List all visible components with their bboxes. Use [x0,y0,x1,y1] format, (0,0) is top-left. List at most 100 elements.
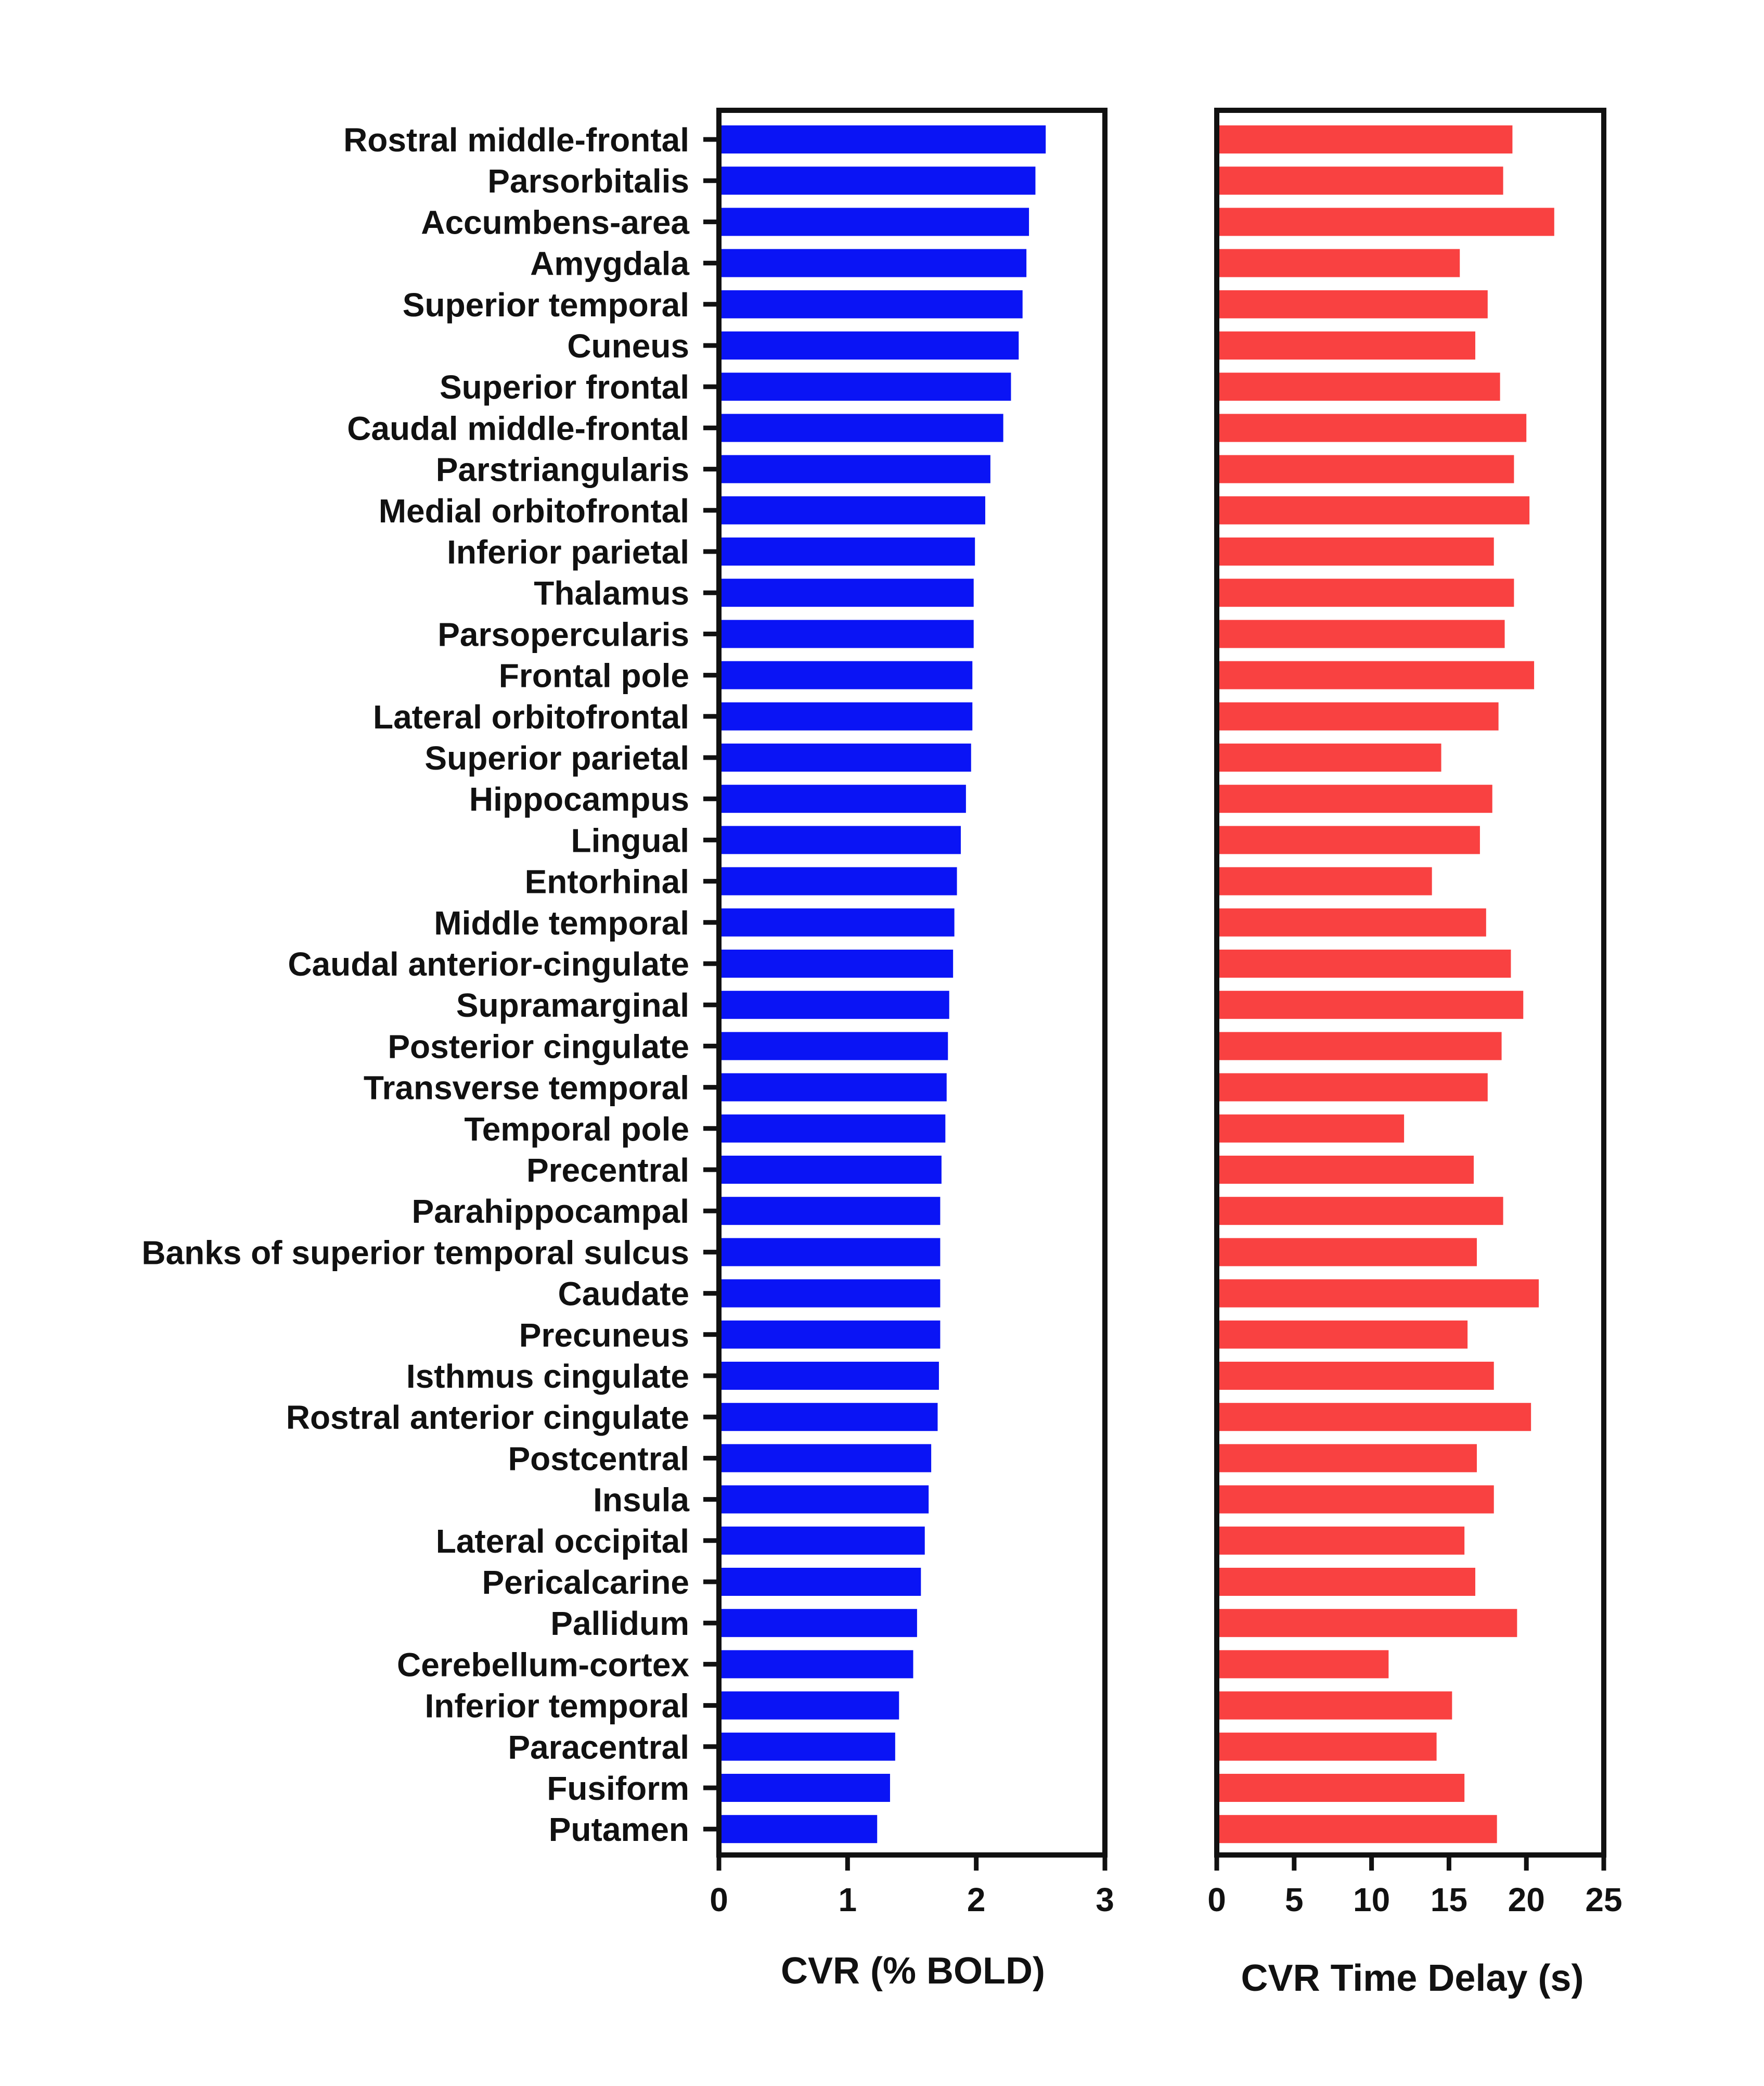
cvr-time-delay-bar-21 [1217,991,1524,1019]
category-label-20: Caudal anterior-cingulate [288,945,689,983]
category-label-10: Inferior parietal [447,533,689,571]
cvr-time-delay-bar-3 [1217,249,1460,277]
category-label-9: Medial orbitofrontal [379,492,689,530]
category-label-2: Accumbens-area [421,203,689,241]
category-label-22: Posterior cingulate [388,1028,689,1065]
category-label-28: Caudate [558,1275,690,1313]
cvr-time-delay-bar-19 [1217,908,1486,937]
cvr-bold-bar-35 [719,1568,921,1596]
cvr-bold-bar-33 [719,1485,929,1514]
cvr-time-delay-bar-22 [1217,1032,1502,1060]
cvr-bold-x-tick-label-3: 3 [1096,1881,1114,1918]
category-label-17: Lingual [571,822,689,859]
cvr-bold-x-tick-label-2: 2 [967,1881,986,1918]
cvr-bold-bar-41 [719,1815,878,1844]
cvr-bold-bar-1 [719,167,1036,195]
category-label-34: Lateral occipital [436,1522,689,1560]
cvr-bold-bar-17 [719,826,961,854]
cvr-time-delay-bar-17 [1217,826,1480,854]
cvr-time-delay-bar-33 [1217,1485,1494,1514]
cvr-time-delay-bar-31 [1217,1403,1531,1431]
cvr-time-delay-bar-24 [1217,1114,1405,1143]
cvr-time-delay-x-tick-label-3: 15 [1431,1881,1467,1918]
cvr-bold-bar-30 [719,1362,939,1390]
category-label-27: Banks of superior temporal sulcus [141,1234,689,1271]
cvr-time-delay-bar-38 [1217,1691,1452,1720]
cvr-bold-bar-3 [719,249,1027,277]
category-label-30: Isthmus cingulate [406,1358,689,1395]
category-label-7: Caudal middle-frontal [347,409,689,447]
cvr-time-delay-bar-32 [1217,1444,1477,1473]
cvr-bold-panel: 0 1 2 3 [703,108,1114,1918]
cvr-bold-bar-19 [719,908,955,937]
cvr-bold-x-tick-label-0: 0 [710,1881,728,1918]
category-label-25: Precentral [526,1151,689,1189]
cvr-bold-bar-12 [719,620,974,648]
cvr-time-delay-bar-40 [1217,1774,1465,1802]
cvr-time-delay-x-tick-label-5: 25 [1585,1881,1622,1918]
category-label-3: Amygdala [530,245,689,283]
category-label-0: Rostral middle-frontal [343,121,689,159]
category-label-5: Cuneus [567,327,689,365]
cvr-bold-bar-16 [719,785,966,813]
category-label-37: Cerebellum-cortex [397,1646,689,1683]
category-label-32: Postcentral [508,1440,689,1477]
category-label-13: Frontal pole [499,657,689,695]
category-label-1: Parsorbitalis [487,162,689,200]
category-label-24: Temporal pole [464,1110,689,1148]
category-label-6: Superior frontal [440,368,689,406]
cvr-time-delay-bar-28 [1217,1279,1539,1308]
cvr-time-delay-bar-4 [1217,290,1488,318]
cvr-bold-bar-8 [719,455,990,483]
cvr-bold-bar-39 [719,1732,895,1761]
category-label-26: Parahippocampal [412,1193,690,1230]
category-label-40: Fusiform [547,1770,689,1807]
cvr-time-delay-bar-25 [1217,1156,1474,1184]
cvr-bold-bar-11 [719,579,974,607]
cvr-bold-bar-7 [719,414,1003,442]
cvr-time-delay-bar-35 [1217,1568,1475,1596]
cvr-bold-bar-14 [719,702,973,731]
category-label-33: Insula [593,1481,689,1519]
cvr-time-delay-bar-30 [1217,1362,1494,1390]
cvr-time-delay-bar-11 [1217,579,1514,607]
cvr-time-delay-bar-5 [1217,331,1475,360]
category-label-16: Hippocampus [469,780,689,818]
cvr-time-delay-bar-6 [1217,373,1500,401]
cvr-bold-bar-5 [719,331,1019,360]
cvr-time-delay-bar-16 [1217,785,1492,813]
cvr-bold-x-tick-label-1: 1 [839,1881,857,1918]
cvr-bold-bar-32 [719,1444,932,1473]
category-label-35: Pericalcarine [482,1564,690,1601]
cvr-time-delay-bar-9 [1217,496,1530,524]
category-label-29: Precuneus [519,1316,689,1354]
category-label-4: Superior temporal [403,286,689,324]
cvr-bold-bar-37 [719,1650,913,1679]
category-label-12: Parsopercularis [437,616,689,653]
cvr-bold-bar-25 [719,1156,942,1184]
cvr-time-delay-bar-18 [1217,867,1432,895]
category-label-21: Supramarginal [456,987,689,1024]
cvr-time-delay-x-tick-label-4: 20 [1508,1881,1545,1918]
cvr-bold-bar-15 [719,744,971,772]
cvr-bold-bar-13 [719,661,973,689]
category-label-31: Rostral anterior cingulate [286,1399,689,1436]
cvr-bold-bar-27 [719,1238,941,1266]
cvr-bold-bar-36 [719,1609,917,1637]
cvr-bold-bar-0 [719,125,1046,153]
cvr-time-delay-bar-10 [1217,538,1494,566]
cvr-time-delay-x-tick-label-2: 10 [1353,1881,1390,1918]
cvr-time-delay-bar-29 [1217,1320,1468,1349]
cvr-time-delay-axis-title: CVR Time Delay (s) [1241,1957,1584,1999]
category-label-18: Entorhinal [525,863,689,901]
cvr-time-delay-bar-39 [1217,1732,1437,1761]
cvr-time-delay-plot-frame [1214,108,1606,1858]
cvr-bold-axis-title: CVR (% BOLD) [781,1950,1045,1992]
cvr-time-delay-x-tick-label-1: 5 [1285,1881,1304,1918]
cvr-bold-bar-21 [719,991,949,1019]
cvr-time-delay-bar-12 [1217,620,1505,648]
cvr-bold-bar-6 [719,373,1011,401]
category-label-15: Superior parietal [424,739,689,777]
category-label-11: Thalamus [534,574,689,612]
